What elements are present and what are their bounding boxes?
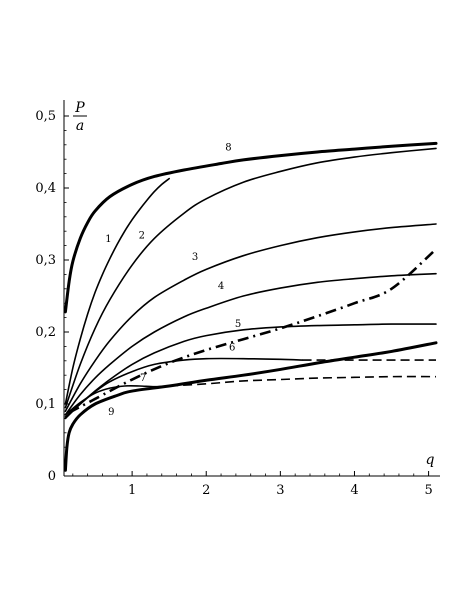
series-line-4 (64, 223, 437, 412)
x-tick-label: 2 (202, 483, 210, 498)
series-line-7 (64, 357, 304, 418)
series-line-1 (63, 141, 438, 314)
x-tick-label: 3 (276, 483, 284, 498)
y-axis-label-numerator: P (74, 100, 85, 116)
series-line-6 (64, 323, 437, 420)
y-tick-label: 0 (48, 469, 56, 484)
series-line-10 (63, 341, 438, 472)
y-tick-label: 0,3 (35, 253, 56, 268)
curve-label-1: 1 (105, 234, 111, 245)
curve-label-8: 8 (225, 143, 231, 154)
curve-label-7: 7 (140, 373, 146, 384)
curve-label-9: 9 (108, 407, 114, 418)
curve-label-3: 3 (192, 252, 198, 263)
series-line-3 (64, 147, 437, 409)
y-tick-label: 0,5 (35, 109, 56, 124)
y-tick-label: 0,2 (35, 325, 56, 340)
y-tick-label: 0,4 (35, 181, 56, 196)
series-group (63, 141, 438, 472)
curve-label-2: 2 (139, 230, 145, 241)
x-tick-label: 5 (424, 483, 432, 498)
x-tick-label: 4 (350, 483, 358, 498)
x-axis-label: q (426, 452, 435, 468)
y-axis-label-denominator: a (76, 118, 84, 134)
curve-label-4: 4 (218, 281, 224, 292)
curve-label-5: 5 (235, 319, 241, 330)
curve-labels: 1 2 3 4 5 6 7 8 9 (105, 143, 241, 418)
y-tick-label: 0,1 (35, 397, 56, 412)
series-line-5 (64, 272, 437, 416)
series-line-9 (68, 248, 437, 414)
series-line-2 (64, 177, 170, 405)
x-tick-label: 1 (128, 483, 136, 498)
series-line-8-dashed (169, 375, 437, 387)
series-line-8 (64, 385, 170, 416)
axes: 1 2 3 4 5 0 0,1 0,2 0,3 0,4 0,5 (35, 100, 440, 498)
curve-label-6: 6 (229, 343, 235, 354)
